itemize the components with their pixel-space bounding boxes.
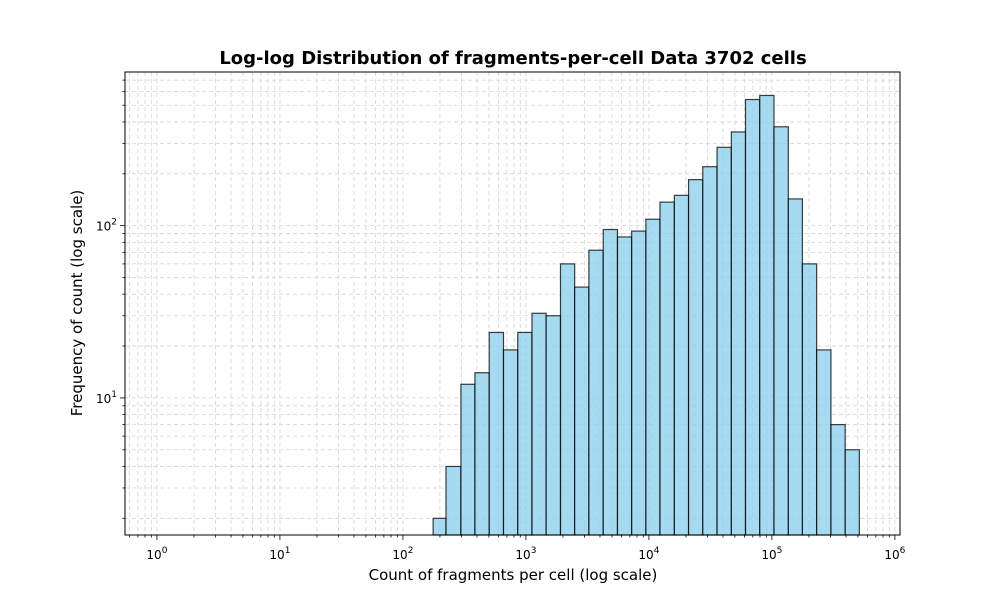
histogram-bar: [559, 263, 576, 536]
histogram-bar: [502, 349, 519, 536]
histogram-bar: [716, 146, 732, 536]
histogram-bar: [830, 423, 846, 536]
chart-title: Log-log Distribution of fragments-per-ce…: [219, 48, 806, 69]
y-tick-label: 101: [96, 390, 117, 406]
histogram-bar: [773, 126, 789, 536]
histogram-bar: [602, 228, 619, 536]
histogram-bar: [730, 131, 747, 536]
x-tick-label: 102: [392, 546, 413, 562]
histogram-bar: [445, 465, 462, 536]
histogram-bar: [687, 179, 704, 536]
histogram-bar: [460, 383, 476, 536]
y-axis-label: Frequency of count (log scale): [68, 190, 86, 417]
x-tick-label: 104: [638, 546, 659, 562]
x-tick-label: 103: [515, 546, 536, 562]
histogram-bar: [744, 98, 761, 536]
histogram-bar: [574, 286, 590, 536]
histogram-bar: [816, 349, 832, 536]
x-tick-label: 100: [146, 546, 167, 562]
histogram-bar: [432, 517, 447, 536]
x-tick-label: 106: [884, 546, 905, 562]
histogram-bar: [673, 194, 690, 536]
x-axis-label: Count of fragments per cell (log scale): [369, 566, 658, 584]
histogram-bar: [588, 249, 604, 536]
histogram-bar: [759, 94, 775, 536]
tick-layer: 100 101 102 103 104 105 106 101 102: [96, 79, 906, 562]
histogram-bar: [702, 166, 718, 536]
bar-layer: [432, 94, 860, 536]
x-tick-label: 105: [761, 546, 782, 562]
histogram-bar: [545, 315, 562, 536]
histogram-bar: [801, 263, 818, 536]
histogram-bar: [659, 201, 675, 536]
histogram-bar: [474, 372, 490, 536]
histogram-bar: [631, 230, 647, 536]
plot-frame: [124, 71, 901, 536]
histogram-bar: [488, 331, 505, 536]
histogram-bar: [531, 312, 547, 536]
histogram-bar: [616, 236, 633, 536]
histogram-bar: [787, 198, 804, 536]
histogram-bar: [844, 449, 860, 536]
histogram-bar: [517, 331, 533, 536]
histogram-bar: [645, 218, 661, 536]
x-tick-label: 101: [269, 546, 290, 562]
y-tick-label: 102: [96, 218, 117, 234]
